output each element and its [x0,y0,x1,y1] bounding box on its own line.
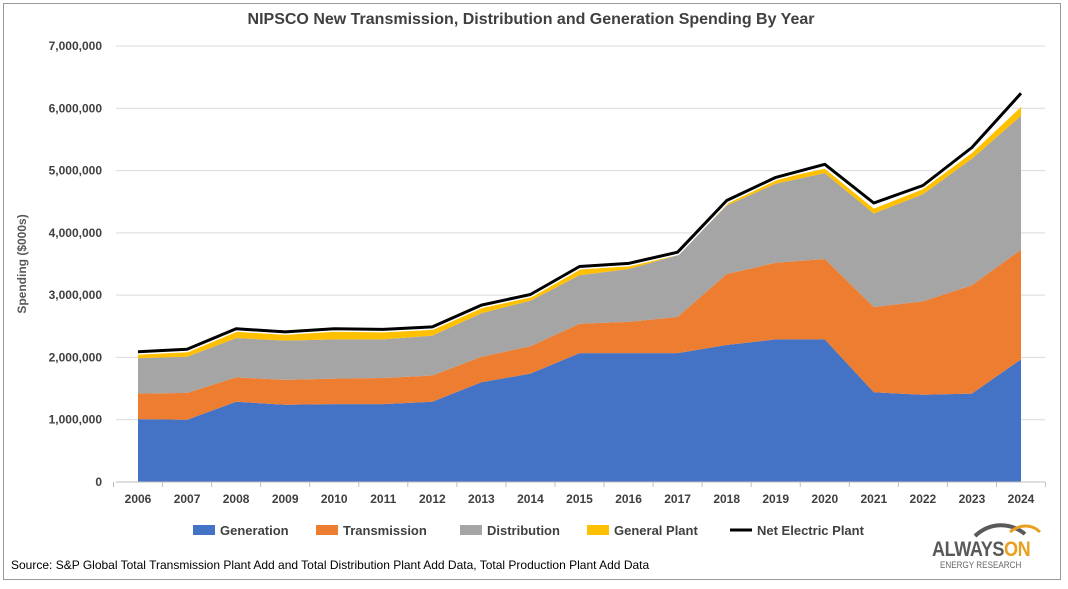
legend-label: Net Electric Plant [757,523,865,538]
legend-label: Generation [220,523,289,538]
x-tick-label: 2013 [468,492,495,506]
legend-label: Distribution [487,523,560,538]
x-tick-label: 2012 [419,492,446,506]
y-tick-label: 5,000,000 [49,164,103,178]
area-distribution [138,115,1021,394]
x-tick-label: 2010 [321,492,348,506]
legend-label: Transmission [343,523,427,538]
axes: 0 1,000,000 2,000,000 3,000,000 4,000,000 5,0… [15,39,1047,506]
net-electric-line [137,91,1024,355]
x-tick-label: 2021 [860,492,887,506]
y-axis-title: Spending ($000s) [15,214,29,313]
x-tick-label: 2020 [811,492,838,506]
x-tick-label: 2024 [1008,492,1035,506]
logo-swoosh-icon [973,523,1042,538]
x-tick-label: 2017 [664,492,691,506]
stacked-areas [138,107,1021,482]
x-tick-label: 2023 [959,492,986,506]
x-tick-label: 2006 [125,492,152,506]
logo-word-b: ON [1004,538,1031,561]
legend: Generation Transmission Distribution Genera… [193,523,865,538]
area-transmission [138,249,1021,420]
x-tick-label: 2016 [615,492,642,506]
x-tick-label: 2015 [566,492,593,506]
legend-label: General Plant [614,523,698,538]
y-tick-label: 3,000,000 [49,288,103,302]
x-tick-label: 2008 [223,492,250,506]
y-tick-label: 0 [95,475,102,489]
y-tick-label: 6,000,000 [49,101,103,115]
y-tick-label: 1,000,000 [49,413,103,427]
legend-swatch [587,525,609,535]
x-tick-label: 2018 [713,492,740,506]
x-tick-label: 2022 [910,492,937,506]
source-note: Source: S&P Global Total Transmission Pl… [11,558,650,572]
x-tick-label: 2019 [762,492,789,506]
logo-subtitle: ENERGY RESEARCH [940,560,1022,570]
y-tick-label: 4,000,000 [49,226,103,240]
y-tick-label: 2,000,000 [49,350,103,364]
legend-swatch [193,525,215,535]
x-tick-label: 2014 [517,492,544,506]
logo-wordmark: ALWAYSON [932,538,1031,562]
chart-title: NIPSCO New Transmission, Distribution an… [247,11,815,28]
legend-swatch [460,525,482,535]
legend-swatch [316,525,338,535]
x-tick-label: 2009 [272,492,299,506]
alwayson-logo: ALWAYSON ENERGY RESEARCH [930,522,1050,572]
area-generation [138,339,1021,482]
y-tick-label: 7,000,000 [49,39,103,53]
net-electric-plant-line [137,92,1023,354]
x-tick-label: 2007 [174,492,201,506]
logo-word-a: ALWAYS [932,538,1005,561]
x-tick-label: 2011 [370,492,396,506]
